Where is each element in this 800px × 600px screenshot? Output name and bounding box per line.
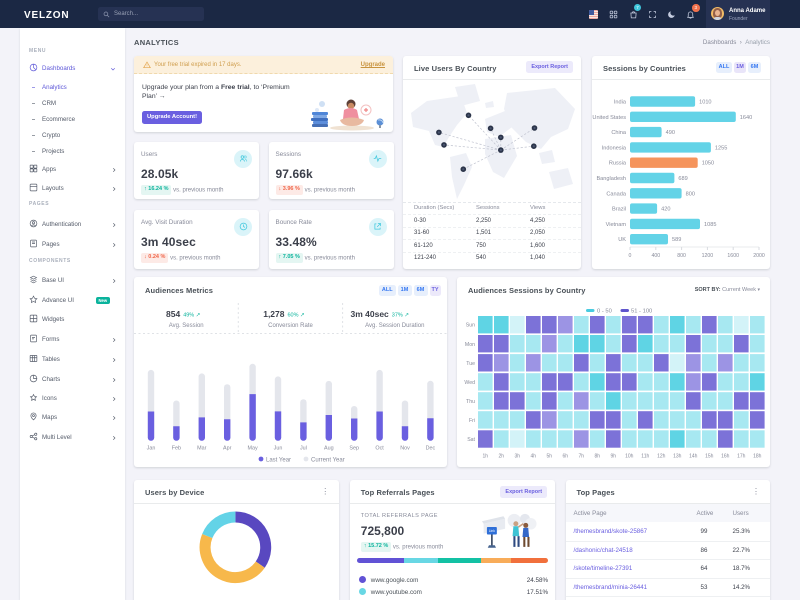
svg-text:800: 800 (677, 253, 686, 259)
svg-text:Conversion Rate: Conversion Rate (268, 323, 313, 329)
svg-text:689: 689 (678, 176, 687, 182)
svg-text:16h: 16h (721, 453, 730, 459)
svg-text:37% ↗: 37% ↗ (392, 313, 410, 319)
svg-text:18h: 18h (753, 453, 762, 459)
svg-text:1640: 1640 (740, 114, 752, 120)
svg-text:854: 854 (166, 309, 180, 319)
svg-text:1010: 1010 (699, 99, 711, 105)
svg-text:Last Year: Last Year (266, 458, 291, 464)
svg-text:3h: 3h (515, 453, 521, 459)
svg-text:Vietnam: Vietnam (606, 221, 627, 227)
svg-text:Tue: Tue (466, 361, 475, 367)
svg-text:9h: 9h (611, 453, 617, 459)
svg-text:Avg. Session Duration: Avg. Session Duration (365, 323, 424, 329)
svg-text:10h: 10h (625, 453, 634, 459)
svg-text:12h: 12h (657, 453, 666, 459)
svg-text:Oct: Oct (375, 446, 384, 452)
svg-text:13h: 13h (673, 453, 682, 459)
svg-text:1050: 1050 (702, 160, 714, 166)
svg-text:1085: 1085 (704, 221, 716, 227)
svg-text:1600: 1600 (727, 253, 739, 259)
svg-text:5h: 5h (547, 453, 553, 459)
svg-text:6h: 6h (563, 453, 569, 459)
svg-text:Aug: Aug (324, 446, 334, 452)
svg-text:1200: 1200 (702, 253, 714, 259)
svg-text:Fri: Fri (469, 418, 475, 424)
svg-text:Mar: Mar (197, 446, 206, 452)
svg-text:Russia: Russia (609, 160, 627, 166)
svg-text:17h: 17h (737, 453, 746, 459)
svg-text:Sun: Sun (466, 323, 475, 329)
svg-text:Jul: Jul (300, 446, 307, 452)
svg-text:Wed: Wed (464, 380, 475, 386)
svg-text:7h: 7h (579, 453, 585, 459)
svg-text:2000: 2000 (753, 253, 765, 259)
svg-text:51 - 100: 51 - 100 (631, 309, 652, 315)
svg-text:Mon: Mon (465, 342, 475, 348)
svg-text:2h: 2h (499, 453, 505, 459)
svg-text:Link: Link (489, 529, 495, 533)
svg-text:Brazil: Brazil (612, 206, 626, 212)
svg-text:Canada: Canada (606, 191, 626, 197)
svg-text:China: China (611, 130, 627, 136)
svg-text:UK: UK (618, 237, 626, 243)
svg-text:Dec: Dec (426, 446, 436, 452)
svg-text:60% ↗: 60% ↗ (288, 313, 306, 319)
svg-text:14h: 14h (689, 453, 698, 459)
svg-text:1h: 1h (483, 453, 489, 459)
svg-text:May: May (248, 446, 258, 452)
svg-text:0: 0 (629, 253, 632, 259)
svg-text:1,278: 1,278 (263, 309, 285, 319)
svg-text:4h: 4h (531, 453, 537, 459)
svg-text:3m 40sec: 3m 40sec (351, 309, 390, 319)
svg-text:15h: 15h (705, 453, 714, 459)
svg-text:8h: 8h (595, 453, 601, 459)
svg-text:Jun: Jun (274, 446, 283, 452)
svg-text:11h: 11h (641, 453, 649, 459)
svg-text:Bangladesh: Bangladesh (596, 176, 626, 182)
svg-text:Jan: Jan (147, 446, 156, 452)
svg-text:Sep: Sep (349, 446, 359, 452)
svg-text:Sat: Sat (467, 437, 475, 443)
svg-text:800: 800 (686, 191, 695, 197)
svg-text:420: 420 (661, 206, 670, 212)
svg-text:400: 400 (651, 253, 660, 259)
svg-text:Thu: Thu (466, 399, 475, 405)
svg-text:Nov: Nov (400, 446, 410, 452)
svg-text:589: 589 (672, 237, 681, 243)
svg-text:Avg. Session: Avg. Session (169, 323, 204, 329)
svg-text:0 - 50: 0 - 50 (597, 309, 612, 315)
svg-text:Apr: Apr (223, 446, 232, 452)
svg-text:490: 490 (666, 130, 675, 136)
svg-text:Feb: Feb (172, 446, 181, 452)
svg-text:49% ↗: 49% ↗ (183, 313, 201, 319)
svg-text:India: India (614, 99, 627, 105)
svg-text:Current Year: Current Year (311, 458, 345, 464)
svg-text:Indonesia: Indonesia (602, 145, 627, 151)
svg-text:1255: 1255 (715, 145, 727, 151)
svg-text:United States: United States (592, 114, 626, 120)
